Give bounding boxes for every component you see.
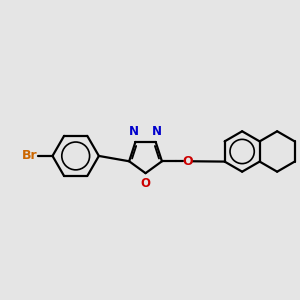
Text: O: O (140, 177, 151, 190)
Text: O: O (182, 155, 193, 168)
Text: N: N (129, 125, 139, 138)
Text: Br: Br (21, 149, 37, 162)
Text: N: N (152, 125, 162, 138)
